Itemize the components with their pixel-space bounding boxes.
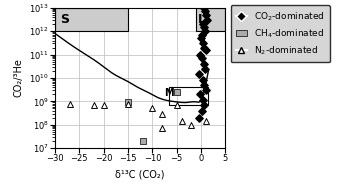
Point — [202, 46, 207, 49]
Point — [202, 67, 208, 70]
Text: S: S — [60, 13, 69, 26]
Bar — [169, 87, 208, 105]
Point — [159, 112, 165, 115]
Point — [203, 13, 209, 16]
Point — [200, 79, 206, 82]
Point — [197, 53, 202, 56]
Point — [200, 42, 206, 45]
Text: L: L — [198, 13, 206, 26]
Point — [196, 116, 202, 119]
Point — [101, 104, 106, 107]
Point — [174, 104, 180, 107]
Text: M: M — [165, 88, 174, 98]
Point — [196, 72, 202, 75]
Point — [199, 109, 205, 112]
Point — [201, 83, 207, 87]
Point — [189, 123, 194, 126]
Point — [179, 119, 185, 122]
Point — [125, 101, 131, 104]
Point — [140, 140, 146, 143]
Point — [67, 102, 72, 105]
Point — [203, 30, 208, 33]
Bar — [55, 8, 128, 31]
Point — [202, 10, 208, 13]
X-axis label: δ¹³C (CO₂): δ¹³C (CO₂) — [115, 169, 165, 179]
Point — [203, 89, 209, 92]
Bar — [196, 8, 225, 31]
Legend: CO$_2$-dominated, CH$_4$-dominated, N$_2$-dominated: CO$_2$-dominated, CH$_4$-dominated, N$_2… — [230, 5, 330, 62]
Point — [159, 127, 165, 130]
Point — [201, 62, 206, 66]
Point — [201, 26, 207, 29]
Point — [197, 93, 203, 96]
Point — [199, 33, 205, 36]
Point — [203, 119, 209, 122]
Point — [198, 37, 203, 40]
Point — [201, 6, 206, 9]
Point — [174, 90, 180, 94]
Point — [199, 57, 204, 60]
Y-axis label: CO₂/³He: CO₂/³He — [13, 58, 23, 98]
Point — [125, 102, 131, 105]
Point — [200, 98, 206, 101]
Point — [149, 107, 155, 110]
Point — [204, 49, 209, 52]
Point — [204, 19, 210, 22]
Point — [202, 104, 207, 107]
Point — [91, 104, 97, 107]
Point — [200, 23, 206, 26]
